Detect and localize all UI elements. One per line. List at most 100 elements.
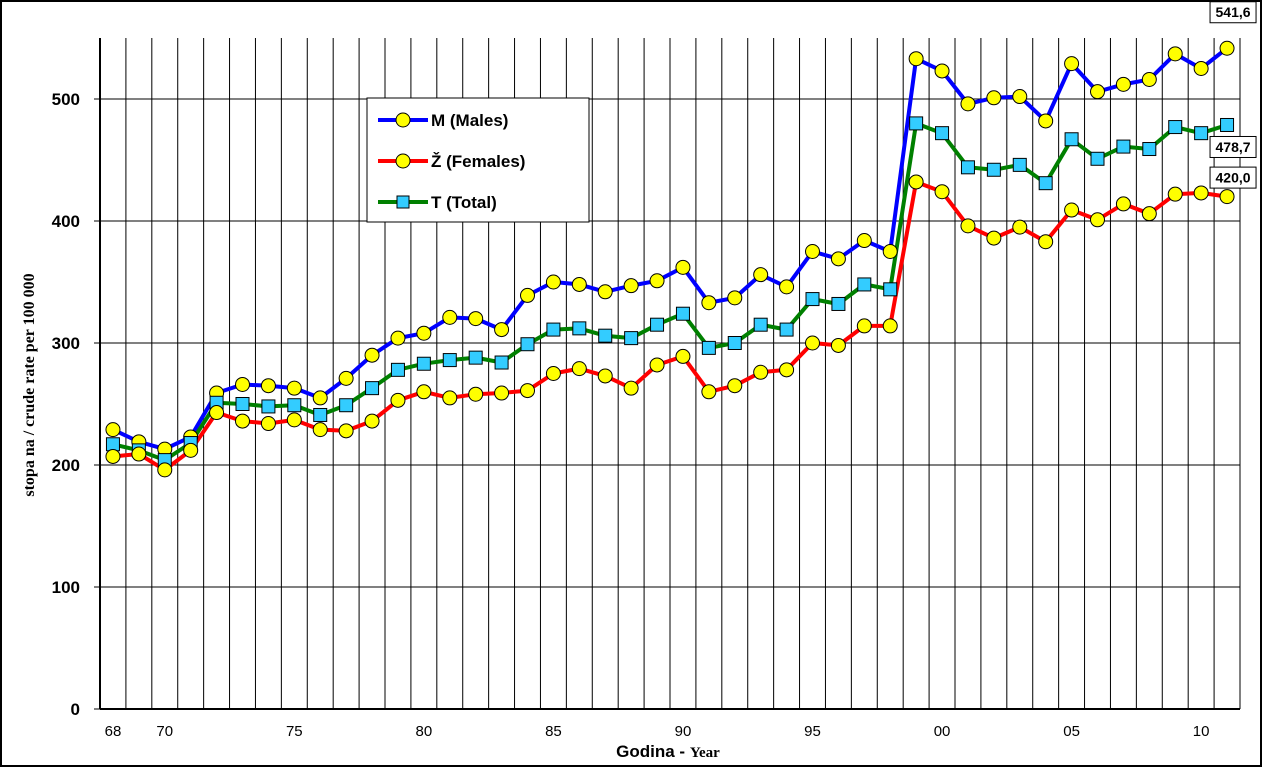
data-point-m-males [597,284,613,300]
data-point-m-males [442,309,458,325]
data-point-t-total [390,362,405,377]
data-point-females [157,462,173,478]
data-point-t-total [1012,157,1027,172]
data-point-m-males [1167,46,1183,62]
x-tick-label: 85 [545,723,562,740]
data-point-females [260,416,276,432]
data-point-females [701,384,717,400]
data-point-m-males [105,422,121,438]
x-tick-label: 00 [934,723,951,740]
data-point-females [390,392,406,408]
y-tick-label: 100 [52,578,80,597]
data-point-females [934,184,950,200]
data-point-t-total [468,350,483,365]
data-point-t-total [313,407,328,422]
data-point-m-males [416,325,432,341]
data-point-females [908,174,924,190]
data-point-m-males [830,251,846,267]
data-point-m-males [649,273,665,289]
legend: M (Males) Ž (Females) T (Total) [366,97,590,223]
data-point-females [805,335,820,351]
data-point-m-males [623,278,639,294]
data-point-females [856,318,872,334]
x-tick-label: 05 [1063,723,1080,740]
data-point-females [338,423,354,439]
end-callout-box-m-males [1209,1,1257,24]
data-point-m-males [1219,40,1235,56]
x-tick-label: 95 [804,723,821,740]
end-callout-box-t-total [1209,135,1257,158]
data-point-females [545,366,561,381]
data-point-m-males [260,378,276,394]
data-point-females [623,380,639,396]
data-point-females [209,405,225,421]
data-point-m-males [986,90,1002,106]
data-point-females [105,448,121,464]
data-point-m-males [520,287,535,303]
data-point-females [675,348,691,364]
data-point-females [520,383,535,399]
data-point-females [649,357,665,373]
end-callout-label-females: 420,0 [1216,170,1251,186]
data-point-t-total [494,355,509,370]
data-point-females [571,361,587,377]
data-point-t-total [339,398,354,413]
data-point-m-males [882,244,898,259]
x-tick-label: 10 [1193,723,1210,740]
data-point-t-total [1064,132,1079,147]
data-point-m-males [545,274,561,290]
x-tick-label: 90 [675,723,692,740]
data-point-t-total [624,331,639,346]
data-point-t-total [520,337,535,352]
data-point-t-total [235,397,250,411]
data-point-t-total [857,277,872,292]
legend-marker-females [395,153,411,169]
data-point-t-total [986,162,1001,177]
legend-marker-total [396,195,410,209]
x-tick-label: 80 [416,723,433,740]
data-point-females [312,422,328,438]
legend-label-males: M (Males) [431,111,508,130]
data-point-m-males [235,376,250,392]
x-axis-title-main: Godina - [616,742,690,761]
data-point-t-total [416,356,431,371]
legend-item-total: T (Total) [378,193,497,212]
end-callout-label-t-total: 478,7 [1216,139,1251,155]
data-point-t-total [1116,139,1131,154]
data-point-m-males [1141,71,1157,87]
data-point-t-total [287,398,302,413]
data-point-m-males [934,63,950,79]
data-point-t-total [1168,120,1183,135]
data-point-females [1012,219,1028,235]
data-point-females [131,446,147,462]
data-point-t-total [675,306,690,321]
legend-label-total: T (Total) [431,193,497,212]
data-point-t-total [831,296,846,311]
data-point-t-total [883,282,898,297]
data-point-m-males [312,390,328,406]
data-point-females [286,412,302,428]
data-point-t-total [1090,151,1105,166]
y-tick-label: 300 [52,334,80,353]
data-point-m-males [701,295,717,311]
x-axis-title: Godina - Year [616,742,720,761]
data-point-m-males [1115,76,1131,92]
data-point-t-total [105,437,120,452]
y-tick-labels: 0 100 200 300 400 500 [52,90,100,719]
data-point-females [416,384,432,400]
data-point-females [183,442,199,458]
data-point-females [960,218,976,234]
data-point-m-males [1193,61,1209,76]
data-point-t-total [572,321,587,336]
data-point-m-males [1090,84,1105,100]
data-point-t-total [701,340,716,355]
data-point-t-total [650,317,665,332]
data-point-t-total [1142,142,1157,157]
data-point-t-total [598,328,613,343]
data-point-m-males [779,279,795,295]
data-point-females [753,364,769,380]
data-point-m-males [494,322,510,338]
x-tick-label: 75 [286,723,303,740]
data-point-m-males [1012,89,1028,105]
x-axis-title-sub: Year [690,745,720,761]
